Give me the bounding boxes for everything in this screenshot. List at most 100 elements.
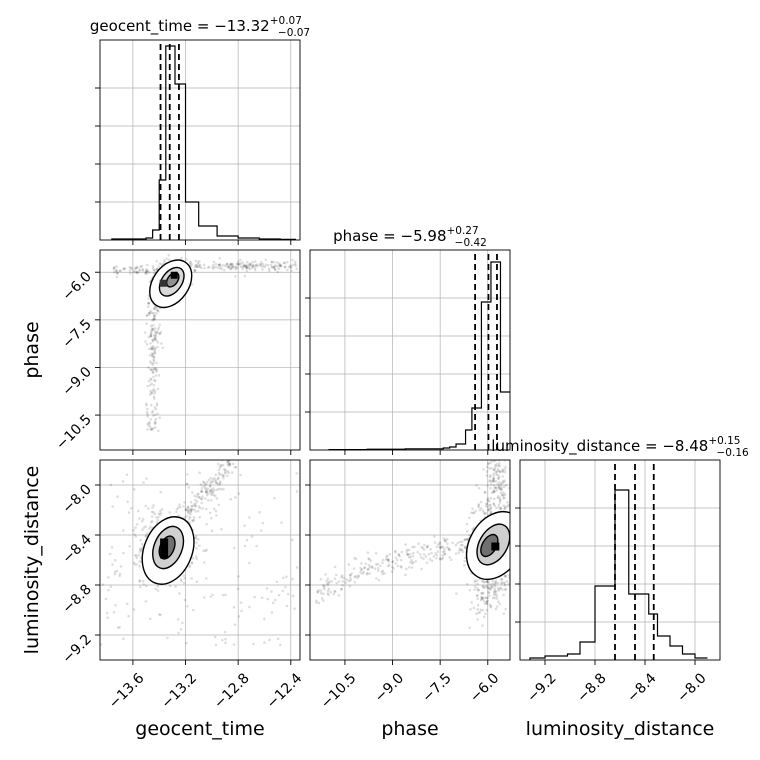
sample-point — [486, 462, 490, 466]
sample-point — [177, 631, 180, 635]
sample-point — [475, 484, 478, 487]
sample-point — [502, 481, 505, 484]
sample-point — [195, 264, 198, 267]
sample-point — [200, 489, 203, 493]
sample-point — [279, 263, 283, 267]
sample-point — [189, 508, 193, 511]
sample-point — [221, 474, 225, 478]
sample-point — [223, 630, 227, 634]
sample-point — [174, 585, 177, 588]
x-tick-label: −9.0 — [372, 670, 407, 705]
sample-point — [157, 374, 161, 377]
sample-point — [427, 552, 431, 556]
sample-point — [122, 267, 126, 271]
sample-point — [196, 265, 199, 269]
sample-point — [144, 525, 148, 528]
sample-point — [155, 404, 159, 407]
sample-point — [140, 264, 144, 268]
sample-point — [224, 472, 227, 475]
sample-point — [150, 391, 153, 395]
sample-point — [204, 490, 208, 493]
sample-point — [249, 262, 252, 266]
sample-point — [151, 327, 155, 331]
y-tick-label: −8.0 — [59, 482, 94, 517]
sample-point — [144, 535, 147, 538]
sample-point — [155, 308, 159, 312]
sample-point — [153, 512, 157, 516]
sample-point — [410, 562, 414, 565]
sample-point — [149, 368, 153, 371]
sample-point — [205, 548, 208, 552]
sample-point — [493, 582, 496, 585]
sample-point — [426, 545, 429, 549]
sample-point — [335, 581, 338, 585]
sample-point — [516, 539, 519, 542]
sample-point — [273, 496, 276, 500]
sample-point — [480, 597, 483, 601]
sample-point — [153, 351, 157, 355]
sample-point — [138, 579, 142, 582]
sample-point — [195, 580, 199, 584]
sample-point — [477, 611, 480, 615]
sample-point — [146, 407, 149, 411]
sample-point — [209, 482, 212, 485]
sample-point — [203, 486, 207, 489]
sample-point — [152, 318, 156, 321]
sample-point — [381, 572, 384, 576]
sample-point — [491, 579, 495, 583]
sample-point — [341, 580, 345, 583]
sample-point — [154, 332, 158, 336]
sample-point — [495, 472, 498, 476]
sample-point — [195, 557, 198, 561]
x-tick-label: −13.2 — [158, 670, 200, 712]
sample-point — [155, 260, 158, 263]
sample-point — [217, 471, 221, 475]
sample-point — [155, 521, 159, 524]
sample-point — [214, 509, 218, 513]
sample-point — [291, 263, 295, 267]
sample-point — [135, 554, 138, 558]
sample-point — [200, 497, 203, 501]
sample-point — [198, 516, 201, 519]
sample-point — [238, 262, 241, 266]
sample-point — [448, 556, 451, 559]
sample-point — [341, 584, 344, 587]
sample-point — [504, 465, 507, 469]
sample-point — [146, 412, 149, 416]
sample-point — [215, 481, 218, 485]
sample-point — [514, 554, 517, 557]
sample-point — [479, 598, 483, 602]
sample-point — [295, 267, 298, 271]
sample-point — [202, 596, 206, 599]
sample-point — [236, 266, 239, 270]
sample-point — [109, 585, 113, 588]
sample-point — [326, 577, 330, 580]
sample-point — [261, 262, 265, 266]
sample-point — [245, 266, 248, 270]
sample-point — [150, 510, 154, 514]
sample-point — [144, 268, 148, 271]
sample-point — [504, 574, 508, 578]
sample-point — [470, 511, 473, 515]
sample-point — [256, 264, 259, 268]
sample-point — [167, 258, 171, 261]
sample-point — [149, 403, 153, 407]
sample-point — [226, 469, 229, 473]
sample-point — [156, 328, 160, 331]
sample-point — [189, 260, 192, 264]
sample-point — [153, 330, 157, 333]
sample-point — [493, 504, 497, 508]
sample-point — [224, 264, 227, 268]
sample-point — [152, 324, 155, 327]
sample-point — [198, 506, 202, 510]
sample-point — [485, 602, 489, 605]
sample-point — [493, 466, 497, 470]
sample-point — [116, 626, 120, 629]
sample-point — [490, 480, 494, 483]
sample-point — [476, 607, 480, 611]
sample-point — [489, 604, 493, 608]
sample-point — [487, 497, 490, 500]
sample-point — [353, 557, 356, 560]
panel-luminosity-distance-vs-geocent-time: −13.6 −13.2 −12.8 −12.4 −9.2 −8.8 −8.4 −8.0 — [59, 459, 305, 712]
